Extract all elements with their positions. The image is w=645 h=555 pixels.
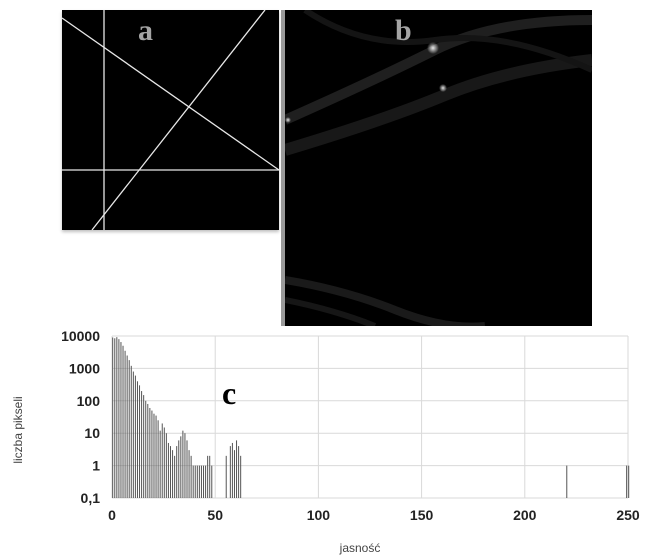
histogram-bar [205,465,207,498]
panel-a-line-image: a [61,9,280,231]
y-tick-label: 1000 [69,360,100,376]
sinusoid-band-4 [284,276,486,331]
histogram-bar [200,465,202,498]
accumulator-peak-2 [439,84,447,92]
histogram-bar [130,365,132,498]
histogram-bar [184,433,186,498]
histogram-bar [196,465,198,498]
histogram-bar [159,430,161,498]
sinusoid-band-2 [283,54,593,156]
panel-label-c: c [222,375,236,411]
histogram-bar [211,465,213,498]
histogram-bar [132,371,134,498]
histogram-bar [566,465,568,498]
histogram-bar [233,450,235,498]
histogram-bar [128,360,130,498]
histogram-bar [122,345,124,498]
histogram-bar [192,465,194,498]
line-drawing [61,9,280,231]
histogram-bar [209,455,211,498]
histogram-bar [114,338,116,498]
diagonal-line-up [91,9,266,231]
histogram-bar [143,395,145,498]
y-tick-label: 10 [84,425,100,441]
histogram-bar [188,450,190,498]
histogram-bar [198,465,200,498]
histogram-bar [124,350,126,498]
y-tick-label: 0,1 [81,490,101,506]
histogram-bar [180,436,182,498]
histogram-bar [626,465,628,498]
histogram-bar [172,450,174,498]
histogram-bar [178,440,180,498]
histogram-bar [134,375,136,498]
y-tick-label: 10000 [61,328,100,344]
y-tick-label: 100 [77,393,101,409]
sinusoid-band-5 [284,297,377,329]
accumulator-peak-3 [285,117,291,123]
histogram-bar [190,455,192,498]
x-tick-label: 0 [108,507,116,523]
accumulator-peak-1 [427,42,439,54]
histogram-bar [136,381,138,498]
histogram-bar [141,391,143,498]
histogram-bar [186,440,188,498]
x-axis-label: jasność [339,541,381,555]
histogram-bar [112,337,114,498]
histogram-bar [203,465,205,498]
x-tick-label: 200 [513,507,537,523]
histogram-bar [176,446,178,498]
histogram-bar [236,440,238,498]
histogram-bar [182,430,184,498]
histogram-bar [165,433,167,498]
x-tick-labels: 0 50 100 150 200 250 [108,507,640,523]
histogram-bar [145,400,147,498]
histogram-bar [225,455,227,498]
diagonal-line-down [61,17,280,171]
histogram-bar [207,455,209,498]
histogram-bar [116,337,118,498]
x-tick-label: 50 [207,507,223,523]
histogram-bar [229,446,231,498]
histogram-bar [231,442,233,498]
panel-b-hough-transform: b [281,7,594,331]
histogram-bar [163,427,165,498]
histogram-bar [118,339,120,498]
histogram-bar [151,410,153,498]
histogram-bar [153,413,155,498]
y-axis-label: liczba pikseli [11,396,25,463]
histogram-bar [120,342,122,498]
hough-accumulator [282,7,594,331]
y-tick-labels: 0,1 1 10 100 1000 10000 [61,328,100,506]
panel-label-a: a [138,14,153,47]
histogram-chart: 0,1 1 10 100 1000 10000 0 50 100 150 200 250 jasno… [11,328,640,555]
histogram-bar [167,442,169,498]
histogram-bar [238,446,240,498]
x-tick-label: 250 [616,507,640,523]
x-tick-label: 100 [307,507,331,523]
histogram-bar [147,403,149,498]
histogram-bar [155,415,157,498]
histogram-bar [139,385,141,498]
histogram-bar [194,465,196,498]
histogram-bar [174,455,176,498]
histogram-bar [126,355,128,498]
chart-grid [111,335,629,499]
histogram-bars [112,337,630,498]
histogram-bar [149,407,151,498]
panel-label-b: b [395,14,412,47]
x-tick-label: 150 [410,507,434,523]
histogram-bar [169,446,171,498]
histogram-bar [157,420,159,498]
histogram-bar [240,455,242,498]
histogram-bar [161,423,163,498]
sinusoid-band-3 [303,7,594,73]
histogram-bar [628,465,630,498]
y-tick-label: 1 [92,458,100,474]
